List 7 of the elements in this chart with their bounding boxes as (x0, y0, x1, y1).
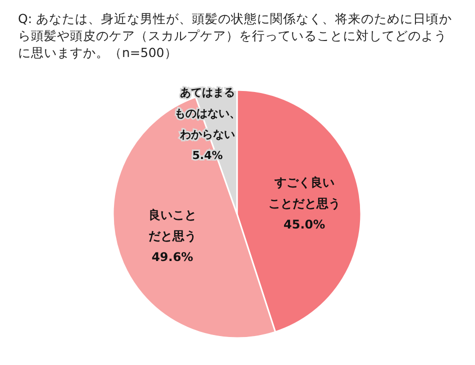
data-label: 49.6% (152, 250, 194, 264)
data-label: 5.4% (192, 149, 223, 162)
slice-label: 良いことだと思う (148, 208, 196, 243)
slice-label: あてはまるものはない、わからない (174, 86, 241, 142)
chart-title: Q: あなたは、身近な男性が、頭髪の状態に関係なく、将来のために日頃から頭髪や頭皮のケア（スカルプケア）を行っていることに対してどのように思いますか。（n=500） (18, 10, 454, 61)
slice-label: すごく良いことだと思う (268, 175, 340, 210)
data-label: 45.0% (284, 217, 326, 232)
